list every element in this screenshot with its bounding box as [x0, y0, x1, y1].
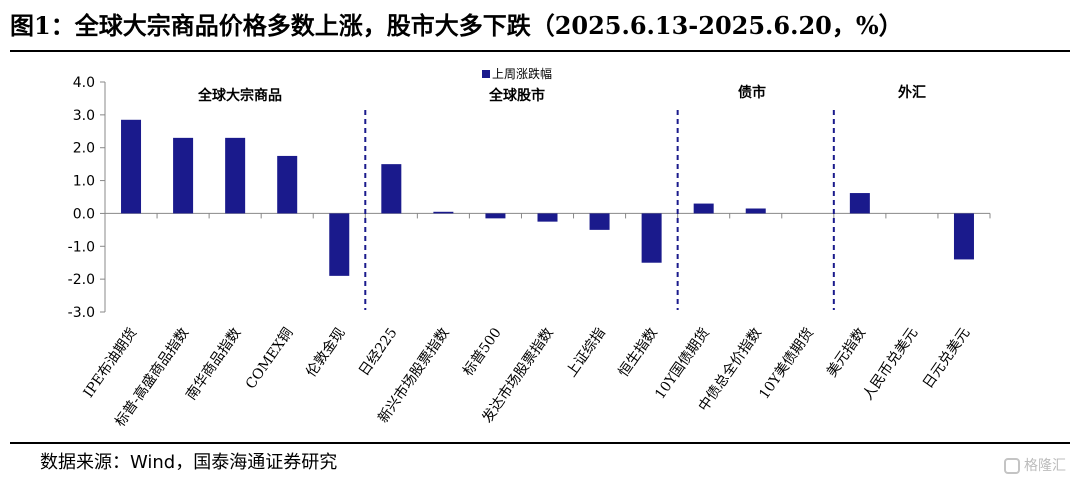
y-tick-label: -3.0	[68, 305, 95, 321]
watermark-logo-icon	[1004, 458, 1020, 474]
chart-title: 图1：全球大宗商品价格多数上涨，股市大多下跌（2025.6.13-2025.6.…	[10, 11, 903, 40]
bar	[641, 213, 662, 263]
bar	[277, 155, 298, 214]
x-tick-label: IPE布油期货	[80, 325, 140, 401]
x-tick-label: 日元兑美元	[920, 325, 973, 392]
source-note: 数据来源：Wind，国泰海通证券研究	[40, 452, 338, 473]
y-tick-label: -1.0	[68, 239, 95, 255]
bar	[381, 164, 402, 214]
legend-swatch	[482, 70, 490, 78]
title-rule	[10, 50, 1070, 52]
bar	[953, 213, 974, 260]
y-tick-label: 4.0	[73, 75, 95, 91]
bar	[485, 213, 506, 219]
x-tick-label: 南华商品指数	[183, 325, 244, 403]
x-tick-label: 日经225	[356, 325, 401, 379]
y-tick-label: 1.0	[73, 174, 95, 190]
bar-chart: 4.03.02.01.00.0-1.0-2.0-3.0 IPE布油期货标普-高盛…	[68, 66, 991, 430]
bar	[537, 213, 558, 222]
y-tick-label: 2.0	[73, 141, 95, 157]
x-tick-label: 10Y美债期货	[756, 325, 818, 403]
x-tick-label: 标普500	[460, 325, 505, 379]
group-label-commodities: 全球大宗商品	[197, 87, 282, 104]
y-tick-label: 3.0	[73, 108, 95, 124]
y-tick-label: 0.0	[73, 206, 95, 222]
bar	[693, 203, 714, 214]
source-rule	[10, 442, 1070, 444]
bar	[849, 193, 870, 214]
watermark: 格隆汇	[1004, 455, 1066, 477]
y-tick-label: -2.0	[68, 272, 95, 288]
bar	[121, 119, 142, 214]
x-tick-label: 美元指数	[824, 325, 869, 380]
bar	[745, 208, 766, 214]
x-tick-label: 恒生指数	[616, 325, 661, 380]
group-label-fx: 外汇	[898, 84, 926, 101]
bar	[589, 213, 610, 230]
watermark-text: 格隆汇	[1024, 458, 1066, 474]
group-label-bonds: 债市	[738, 84, 766, 101]
x-tick-label: COMEX铜	[243, 325, 297, 392]
x-tick-label: 上证综指	[564, 325, 609, 380]
bar	[225, 137, 246, 214]
bar	[433, 211, 454, 214]
group-label-equities: 全球股市	[488, 87, 545, 104]
bar	[173, 137, 194, 214]
x-tick-label: 10Y国债期货	[651, 325, 713, 403]
legend-label: 上周涨跌幅	[492, 66, 552, 81]
x-tick-label: 伦敦金现	[303, 325, 348, 380]
bar	[329, 213, 350, 276]
x-tick-label: 人民币兑美元	[860, 325, 921, 403]
